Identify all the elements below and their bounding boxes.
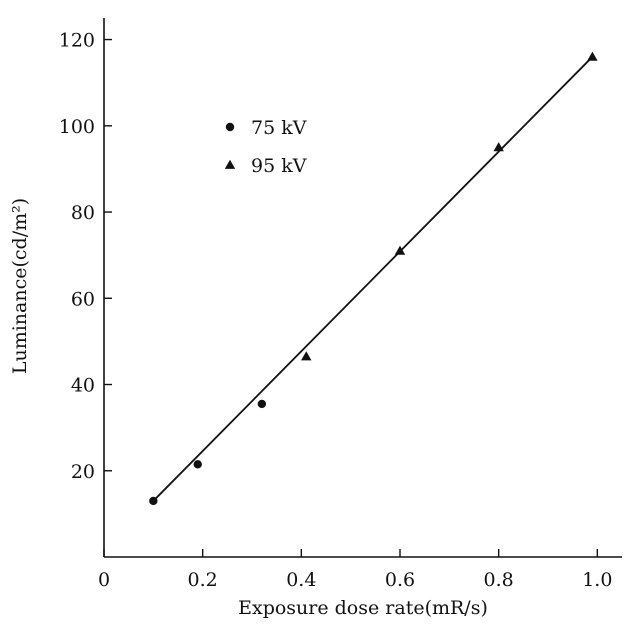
x-tick-label: 0.2 [188,569,218,591]
point-75kv [193,460,202,469]
y-tick-label: 20 [71,461,95,483]
x-tick-label: 0.8 [484,569,514,591]
legend-label: 75 kV [251,117,307,139]
x-tick-label: 0.4 [286,569,316,591]
point-75kv [257,399,267,409]
point-95kv [493,142,504,152]
y-axis-title: Luminance(cd/m²) [9,198,31,374]
legend: 75 kV 95 kV [224,117,307,177]
y-tick-label: 80 [71,202,95,224]
x-tick-label: 0 [98,569,110,591]
y-tick-label: 100 [59,116,95,138]
legend-marker [225,122,235,132]
point-95kv [587,51,598,61]
tick-marks [103,38,599,557]
fit-line [152,56,594,502]
x-tick-label: 0.6 [385,569,415,591]
axes [103,18,622,558]
tick-labels: 0 0.2 0.4 0.6 0.8 1.0 20 40 60 80 100 120 [59,30,613,591]
point-75kv [149,496,158,506]
y-tick-label: 40 [71,375,95,397]
y-tick-label: 60 [71,288,95,310]
legend-label: 95 kV [251,155,307,177]
legend-marker [224,159,236,169]
data-points [149,51,598,506]
x-axis-title: Exposure dose rate(mR/s) [238,597,488,619]
point-95kv [301,351,312,361]
point-95kv [394,245,406,255]
y-tick-label: 120 [59,30,95,52]
x-tick-label: 1.0 [582,569,612,591]
